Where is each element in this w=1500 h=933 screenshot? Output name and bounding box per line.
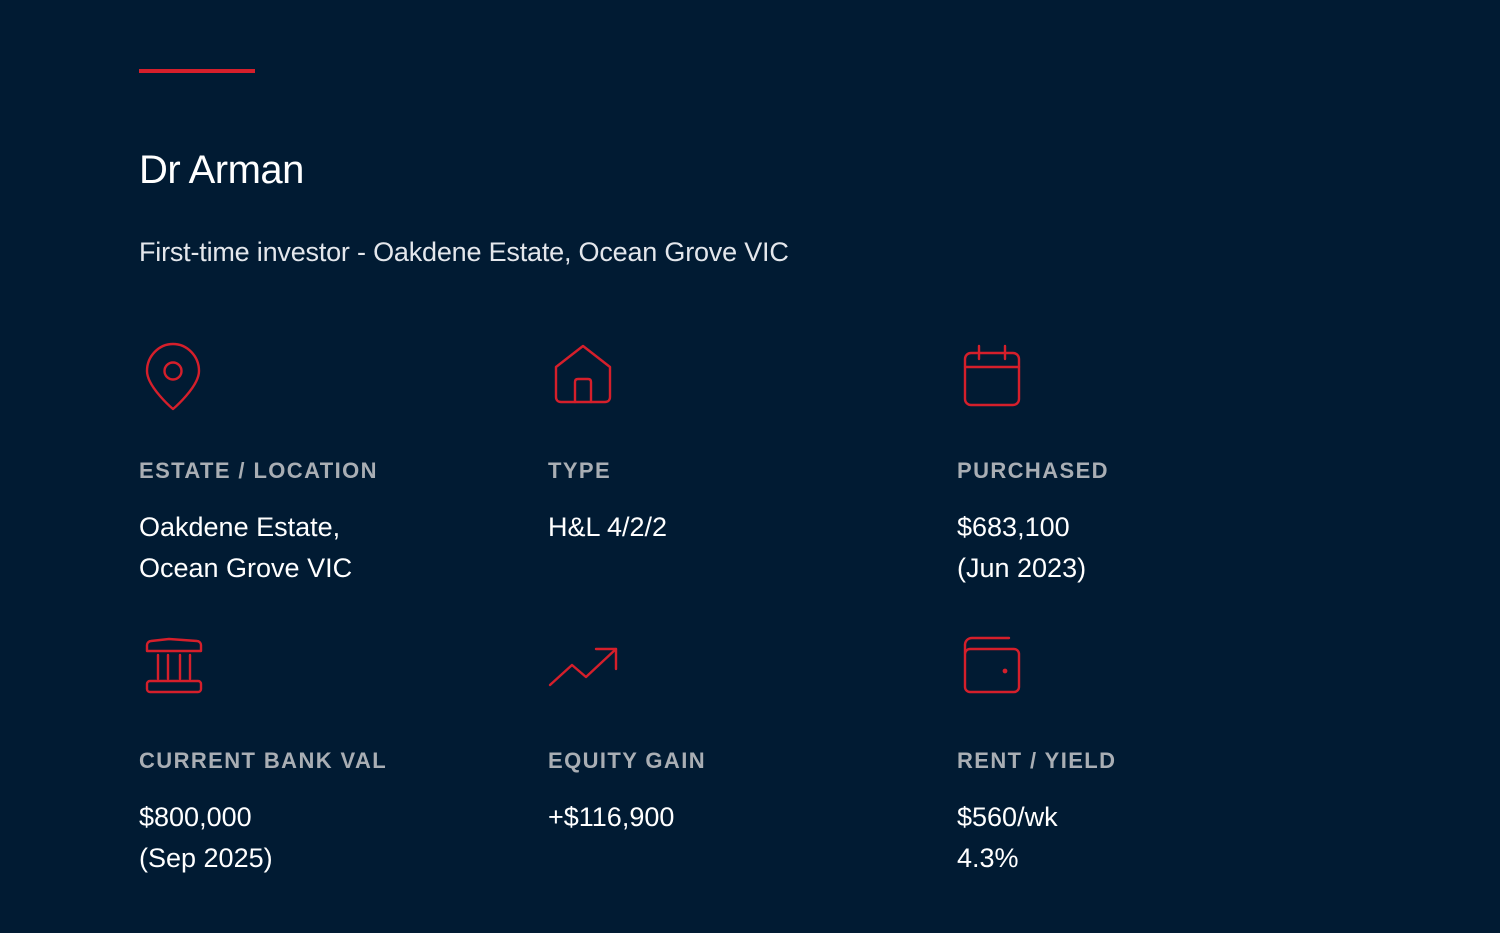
stat-value: Oakdene Estate, Ocean Grove VIC — [139, 507, 352, 589]
stat-value-line1: $683,100 — [957, 512, 1070, 542]
stat-value-line1: +$116,900 — [548, 802, 675, 832]
map-pin-icon — [145, 342, 201, 411]
page-subtitle: First-time investor - Oakdene Estate, Oc… — [139, 237, 789, 267]
accent-bar — [139, 69, 255, 73]
stat-label: RENT / YIELD — [957, 748, 1117, 773]
stat-value: +$116,900 — [548, 797, 674, 838]
house-icon — [554, 344, 612, 404]
stat-value-line2: (Sep 2025) — [139, 843, 273, 873]
stat-label: PURCHASED — [957, 458, 1109, 483]
page-title: Dr Arman — [139, 148, 304, 192]
bank-icon — [145, 637, 203, 694]
stat-label: CURRENT BANK VAL — [139, 748, 388, 773]
stat-value: H&L 4/2/2 — [548, 507, 667, 548]
calendar-icon — [963, 344, 1021, 407]
stat-label: ESTATE / LOCATION — [139, 458, 378, 483]
stat-value: $683,100 (Jun 2023) — [957, 507, 1086, 589]
stat-label: EQUITY GAIN — [548, 748, 707, 773]
wallet-icon — [963, 636, 1021, 694]
stat-value: $800,000 (Sep 2025) — [139, 797, 273, 879]
stat-value: $560/wk 4.3% — [957, 797, 1058, 879]
stat-value-line1: Oakdene Estate, — [139, 512, 341, 542]
stat-value-line2: (Jun 2023) — [957, 553, 1087, 583]
stat-value-line1: $560/wk — [957, 802, 1058, 832]
stat-value-line1: $800,000 — [139, 802, 252, 832]
stat-value-line1: H&L 4/2/2 — [548, 512, 668, 542]
stat-label: TYPE — [548, 458, 612, 483]
stat-value-line2: 4.3% — [957, 843, 1019, 873]
stat-value-line2: Ocean Grove VIC — [139, 553, 353, 583]
trending-up-icon — [548, 647, 618, 687]
